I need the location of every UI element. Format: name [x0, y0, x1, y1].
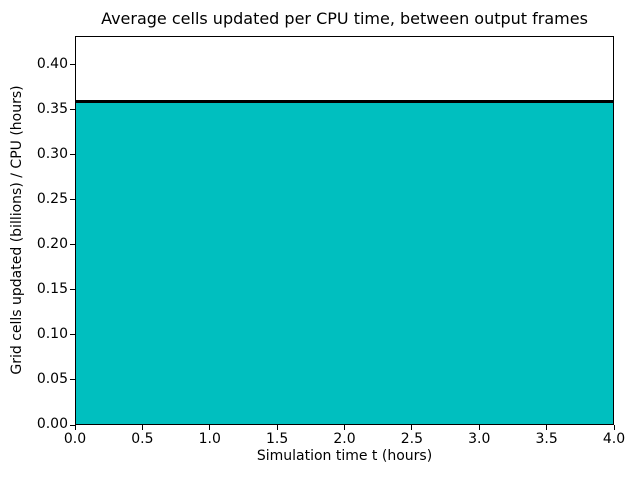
x-tick-label: 0.5 [131, 431, 154, 447]
y-tick-mark [70, 379, 75, 381]
x-tick-mark [478, 425, 480, 430]
x-tick-label: 2.0 [333, 431, 356, 447]
x-tick-mark [74, 425, 76, 430]
x-tick-mark [276, 425, 278, 430]
x-tick-mark [546, 425, 548, 430]
y-tick-mark [70, 199, 75, 201]
x-tick-label: 3.0 [468, 431, 491, 447]
y-tick-label: 0.25 [36, 190, 68, 207]
x-tick-label: 1.0 [198, 431, 221, 447]
area-fill-series [76, 100, 613, 424]
x-tick-label: 1.5 [265, 431, 289, 447]
y-tick-label: 0.05 [36, 370, 68, 387]
x-axis-label: Simulation time t (hours) [256, 448, 433, 464]
x-tick-mark [209, 425, 211, 430]
x-tick-mark [141, 425, 143, 430]
x-tick-mark [411, 425, 413, 430]
x-tick-mark [344, 425, 345, 430]
y-tick-mark [70, 334, 75, 336]
y-tick-label: 0.00 [36, 416, 68, 432]
y-tick-mark [70, 109, 75, 111]
x-tick-label: 0.0 [63, 431, 87, 447]
chart-title: Average cells updated per CPU time, betw… [101, 9, 588, 28]
y-tick-mark [70, 289, 75, 291]
y-tick-label: 0.15 [36, 280, 68, 297]
x-tick-label: 2.5 [400, 431, 424, 447]
y-tick-label: 0.40 [36, 55, 68, 72]
y-tick-mark [70, 424, 75, 426]
y-tick-mark [70, 244, 75, 246]
y-tick-mark [70, 154, 75, 156]
y-tick-mark [70, 64, 75, 66]
y-tick-label: 0.35 [36, 100, 68, 117]
x-tick-label: 4.0 [602, 431, 626, 447]
y-tick-label: 0.10 [36, 325, 68, 342]
x-tick-label: 3.5 [535, 431, 558, 447]
plot-area [75, 36, 614, 425]
x-tick-mark [613, 425, 615, 430]
y-tick-label: 0.20 [36, 235, 68, 252]
y-tick-label: 0.30 [36, 145, 68, 162]
